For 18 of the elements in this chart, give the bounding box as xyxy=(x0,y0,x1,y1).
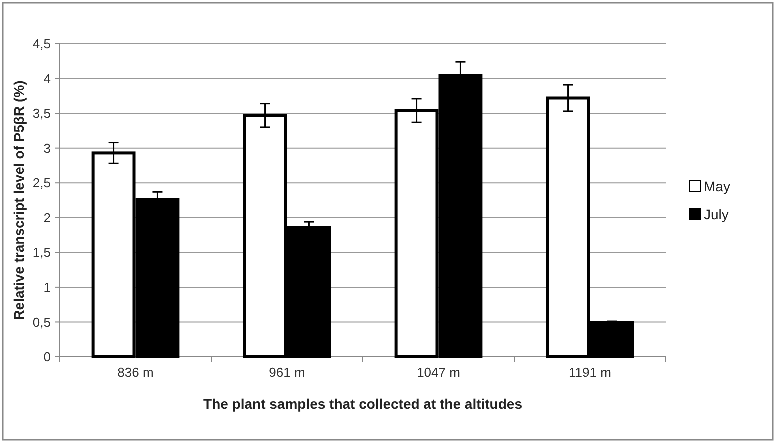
y-tick-label: 2,5 xyxy=(32,176,51,191)
y-tick-label: 3,5 xyxy=(32,106,51,122)
y-tick-label: 4,5 xyxy=(32,36,51,52)
y-tick-label: 0,5 xyxy=(32,314,51,330)
legend-label: May xyxy=(704,178,730,194)
y-tick-label: 1 xyxy=(44,280,51,295)
y-tick-label: 4 xyxy=(44,71,51,86)
y-axis-title: Relative transcript level of P5βR (%) xyxy=(11,80,27,320)
y-tick-label: 1,5 xyxy=(32,245,51,260)
y-tick-label: 0 xyxy=(44,350,51,365)
x-tick-label: 1191 m xyxy=(569,365,612,380)
legend-label: July xyxy=(704,206,729,222)
x-axis-title: The plant samples that collected at the altitudes xyxy=(204,396,523,412)
x-tick-label: 836 m xyxy=(118,365,154,380)
x-tick-label: 1047 m xyxy=(417,365,460,380)
y-tick-label: 3 xyxy=(44,140,51,156)
y-tick-label: 2 xyxy=(44,210,51,226)
x-tick-label: 961 m xyxy=(269,365,306,380)
